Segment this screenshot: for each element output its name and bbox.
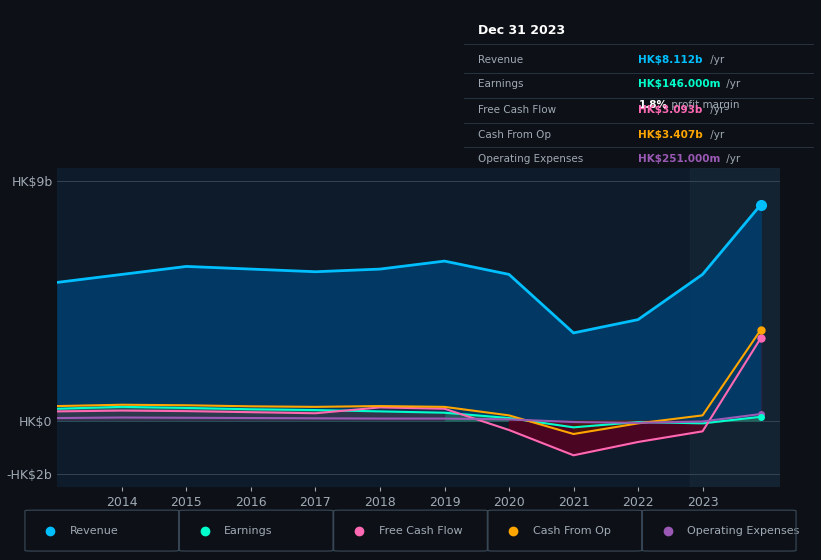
Text: Revenue: Revenue bbox=[478, 55, 523, 66]
Text: /yr: /yr bbox=[708, 130, 725, 140]
Text: Free Cash Flow: Free Cash Flow bbox=[378, 526, 462, 535]
Text: Earnings: Earnings bbox=[224, 526, 273, 535]
Text: profit margin: profit margin bbox=[668, 100, 740, 110]
Text: Revenue: Revenue bbox=[70, 526, 118, 535]
Text: Cash From Op: Cash From Op bbox=[478, 130, 551, 140]
Text: Cash From Op: Cash From Op bbox=[533, 526, 611, 535]
Text: /yr: /yr bbox=[722, 153, 740, 164]
Text: Operating Expenses: Operating Expenses bbox=[478, 153, 583, 164]
Text: /yr: /yr bbox=[708, 55, 725, 66]
Text: HK$146.000m: HK$146.000m bbox=[639, 79, 721, 89]
Text: Operating Expenses: Operating Expenses bbox=[687, 526, 800, 535]
Text: HK$3.093b: HK$3.093b bbox=[639, 105, 703, 115]
Text: Dec 31 2023: Dec 31 2023 bbox=[478, 24, 565, 37]
Text: HK$8.112b: HK$8.112b bbox=[639, 55, 703, 66]
Text: HK$251.000m: HK$251.000m bbox=[639, 153, 721, 164]
Text: /yr: /yr bbox=[722, 79, 740, 89]
Bar bbox=[690, 168, 780, 487]
Text: /yr: /yr bbox=[708, 105, 725, 115]
Text: Free Cash Flow: Free Cash Flow bbox=[478, 105, 556, 115]
Text: HK$3.407b: HK$3.407b bbox=[639, 130, 703, 140]
Text: Earnings: Earnings bbox=[478, 79, 523, 89]
Text: 1.8%: 1.8% bbox=[639, 100, 667, 110]
